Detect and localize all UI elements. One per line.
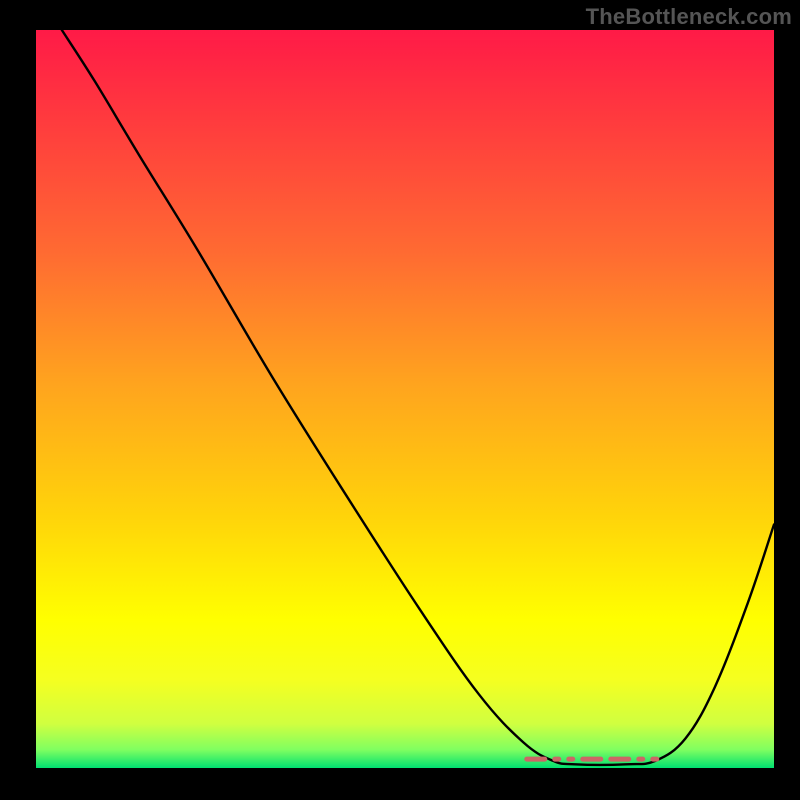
- watermark-text: TheBottleneck.com: [586, 4, 792, 30]
- chart-svg: [36, 30, 774, 768]
- chart-plot-area: [36, 30, 774, 768]
- chart-gradient-background: [36, 30, 774, 768]
